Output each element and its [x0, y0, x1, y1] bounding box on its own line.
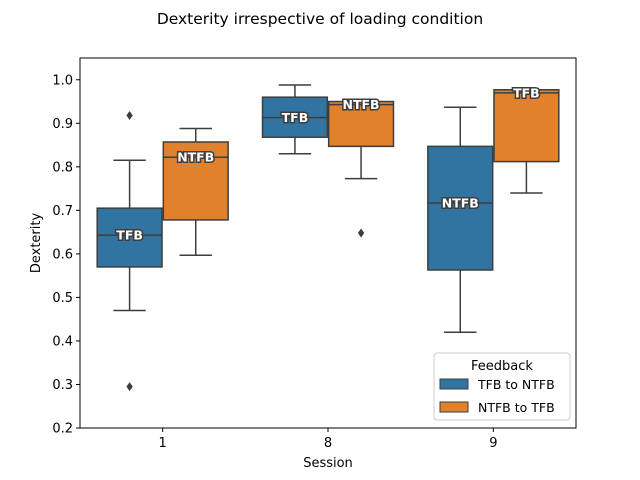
- box-tfb-to-ntfb-session-1: TFB: [96, 110, 163, 392]
- y-tick-label: 0.9: [52, 117, 73, 132]
- legend-label-tfb-to-ntfb: TFB to NTFB: [477, 377, 555, 392]
- box-tfb-to-ntfb-session-8: TFB: [261, 84, 329, 155]
- x-tick-label: 9: [489, 436, 497, 451]
- box-iqr: [427, 145, 494, 271]
- outlier-point: [126, 382, 133, 392]
- y-tick-label: 1.0: [52, 73, 73, 88]
- chart-title: Dexterity irrespective of loading condit…: [157, 10, 483, 28]
- box-iqr: [96, 207, 163, 268]
- x-tick-label: 8: [324, 436, 332, 451]
- legend-title: Feedback: [471, 359, 533, 374]
- box-iqr: [162, 141, 229, 221]
- outlier-point: [126, 110, 133, 120]
- box-ntfb-to-tfb-session-9: TFB: [493, 84, 560, 194]
- box-label: NTFB: [177, 150, 214, 165]
- box-ntfb-to-tfb-session-8: NTFB: [327, 96, 395, 238]
- legend: Feedback TFB to NTFB NTFB to TFB: [433, 352, 571, 421]
- outlier-point: [357, 228, 365, 238]
- box-iqr: [327, 100, 395, 148]
- y-tick-label: 0.5: [52, 291, 73, 306]
- box-iqr: [493, 89, 560, 163]
- y-tick-label: 0.7: [52, 204, 73, 219]
- y-tick-label: 0.8: [52, 160, 73, 175]
- x-tick-label: 1: [159, 436, 167, 451]
- y-tick-label: 0.3: [52, 378, 73, 393]
- box-ntfb-to-tfb-session-1: NTFB: [162, 127, 229, 256]
- box-label: TFB: [116, 228, 143, 243]
- y-axis-label: Dexterity: [29, 213, 44, 274]
- box-tfb-to-ntfb-session-9: NTFB: [427, 106, 494, 333]
- legend-label-ntfb-to-tfb: NTFB to TFB: [478, 400, 555, 415]
- y-tick-label: 0.4: [52, 334, 73, 349]
- legend-swatch-tfb-to-ntfb: [439, 378, 469, 390]
- box-label: TFB: [282, 110, 309, 125]
- box-label: TFB: [513, 85, 540, 100]
- box-label: NTFB: [442, 195, 479, 210]
- legend-swatch-ntfb-to-tfb: [439, 401, 469, 413]
- y-tick-label: 0.2: [52, 422, 73, 437]
- x-axis-label: Session: [303, 456, 353, 471]
- y-tick-label: 0.6: [52, 247, 73, 262]
- x-axis: 1 8 9: [159, 428, 497, 451]
- y-axis: 0.2 0.3 0.4 0.5 0.6 0.7 0.8 0.9 1.0: [52, 73, 80, 437]
- boxes-layer: TFB TFB NTFB NTFB NTFB TFB: [96, 84, 560, 392]
- box-label: NTFB: [343, 97, 380, 112]
